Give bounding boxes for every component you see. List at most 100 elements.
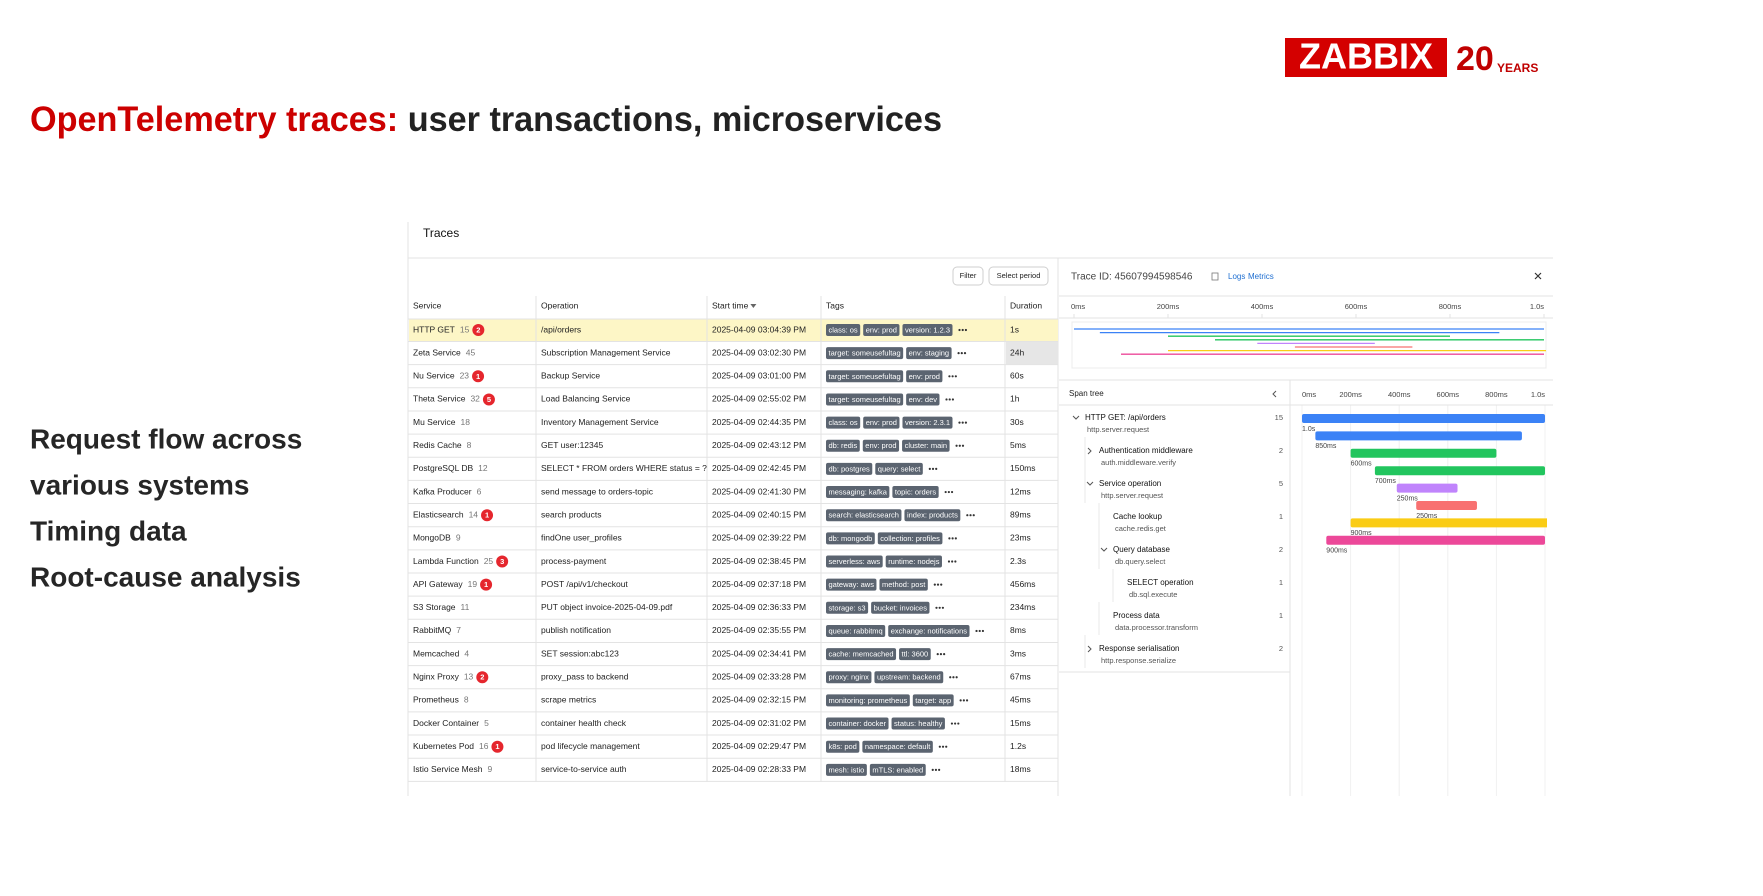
tag[interactable] [871, 601, 930, 614]
tag[interactable] [899, 648, 931, 661]
tag[interactable] [862, 439, 900, 452]
tag[interactable] [874, 671, 944, 684]
service-name[interactable]: Memcached [413, 648, 460, 658]
span-name[interactable]: Authentication middleware [1099, 446, 1193, 455]
span-bar[interactable] [1350, 448, 1497, 458]
service-name[interactable]: Elasticsearch [413, 509, 464, 519]
span-bar[interactable] [1374, 466, 1545, 476]
tag-label[interactable]: target: someusefultag [829, 395, 901, 404]
tag-label[interactable]: target: someusefultag [829, 349, 901, 358]
tag-label[interactable]: query: select [878, 464, 921, 473]
tag[interactable] [826, 416, 861, 429]
tag[interactable] [906, 347, 952, 360]
collapse-icon[interactable] [1272, 390, 1277, 398]
service-name[interactable]: API Gateway [413, 579, 463, 589]
tag[interactable] [826, 370, 904, 383]
button[interactable] [952, 266, 984, 286]
button-label[interactable]: Filter [960, 271, 977, 280]
tag-label[interactable]: storage: s3 [829, 603, 866, 612]
close-icon[interactable] [1534, 272, 1542, 280]
tag-label[interactable]: target: app [915, 696, 951, 705]
tag-label[interactable]: runtime: nodejs [888, 557, 940, 566]
tag[interactable] [877, 532, 943, 545]
service-name[interactable]: Redis Cache [413, 440, 462, 450]
tag[interactable] [826, 671, 872, 684]
span-bar[interactable] [1396, 483, 1458, 493]
service-name[interactable]: MongoDB [413, 533, 451, 543]
tag[interactable] [826, 740, 860, 753]
button[interactable] [988, 266, 1049, 286]
service-name[interactable]: Istio Service Mesh [413, 764, 483, 774]
service-name[interactable]: Zeta Service [413, 347, 461, 357]
tag-label[interactable]: status: healthy [894, 719, 943, 728]
span-bar[interactable] [1315, 431, 1522, 441]
tag-label[interactable]: env: staging [909, 349, 949, 358]
tag-label[interactable]: env: prod [866, 325, 897, 334]
tag-label[interactable]: messaging: kafka [829, 488, 888, 497]
tag-label[interactable]: method: post [882, 580, 926, 589]
span-bar[interactable] [1302, 414, 1545, 423]
tag[interactable] [826, 393, 904, 406]
span-name[interactable]: HTTP GET: /api/orders [1085, 413, 1166, 422]
expand-icon[interactable] [1072, 415, 1080, 420]
span-name[interactable]: Process data [1113, 611, 1160, 620]
tag[interactable] [826, 648, 897, 661]
expand-icon[interactable] [1086, 481, 1094, 486]
span-name[interactable]: Cache lookup [1113, 512, 1162, 521]
column-header[interactable]: Duration [1010, 300, 1042, 310]
service-name[interactable]: Lambda Function [413, 556, 479, 566]
tag-label[interactable]: env: dev [909, 395, 938, 404]
tag[interactable] [906, 393, 940, 406]
expand-icon[interactable] [1087, 447, 1092, 455]
tag-label[interactable]: gateway: aws [829, 580, 875, 589]
tag-label[interactable]: namespace: default [865, 742, 931, 751]
tag[interactable] [902, 439, 950, 452]
tag[interactable] [869, 763, 926, 776]
tag[interactable] [826, 509, 902, 522]
tag[interactable] [902, 416, 953, 429]
tag[interactable] [826, 439, 860, 452]
tag[interactable] [879, 578, 928, 591]
service-name[interactable]: HTTP GET [413, 324, 455, 334]
tag[interactable] [826, 624, 886, 637]
tag-label[interactable]: env: prod [865, 441, 896, 450]
expand-icon[interactable] [1087, 645, 1092, 653]
tag-label[interactable]: proxy: nginx [829, 673, 870, 682]
span-name[interactable]: Query database [1113, 545, 1170, 554]
tag-label[interactable]: container: docker [829, 719, 887, 728]
tag[interactable] [826, 601, 869, 614]
column-header[interactable]: Start time [712, 300, 749, 310]
tag[interactable] [826, 462, 873, 475]
service-name[interactable]: Mu Service [413, 417, 456, 427]
tag[interactable] [826, 347, 904, 360]
tag-label[interactable]: env: prod [866, 418, 897, 427]
tag-label[interactable]: class: os [829, 325, 858, 334]
service-name[interactable]: Prometheus [413, 695, 459, 705]
tag[interactable] [863, 416, 900, 429]
span-bar[interactable] [1416, 501, 1477, 510]
service-name[interactable]: RabbitMQ [413, 625, 452, 635]
link[interactable]: Metrics [1248, 272, 1274, 281]
tag-label[interactable]: version: 1.2.3 [905, 325, 950, 334]
tag[interactable] [912, 694, 954, 707]
span-name[interactable]: Response serialisation [1099, 644, 1180, 653]
copy-icon[interactable] [1211, 272, 1219, 281]
expand-icon[interactable] [1100, 547, 1108, 552]
service-name[interactable]: Docker Container [413, 718, 479, 728]
tag-label[interactable]: upstream: backend [877, 673, 941, 682]
tag-label[interactable]: monitoring: prometheus [829, 696, 908, 705]
tag-label[interactable]: topic: orders [895, 488, 937, 497]
tag-label[interactable]: ttl: 3600 [902, 650, 929, 659]
tag[interactable] [892, 486, 939, 499]
tag-label[interactable]: k8s: pod [829, 742, 857, 751]
tag-label[interactable]: db: postgres [829, 464, 871, 473]
service-name[interactable]: PostgreSQL DB [413, 463, 473, 473]
span-bar[interactable] [1350, 518, 1570, 528]
column-header[interactable]: Service [413, 300, 442, 310]
tag[interactable] [906, 370, 943, 383]
tag-label[interactable]: bucket: invoices [874, 603, 928, 612]
tag-label[interactable]: cluster: main [905, 441, 948, 450]
tag-label[interactable]: exchange: notifications [891, 626, 968, 635]
tag[interactable] [885, 555, 942, 568]
service-name[interactable]: Kafka Producer [413, 486, 472, 496]
